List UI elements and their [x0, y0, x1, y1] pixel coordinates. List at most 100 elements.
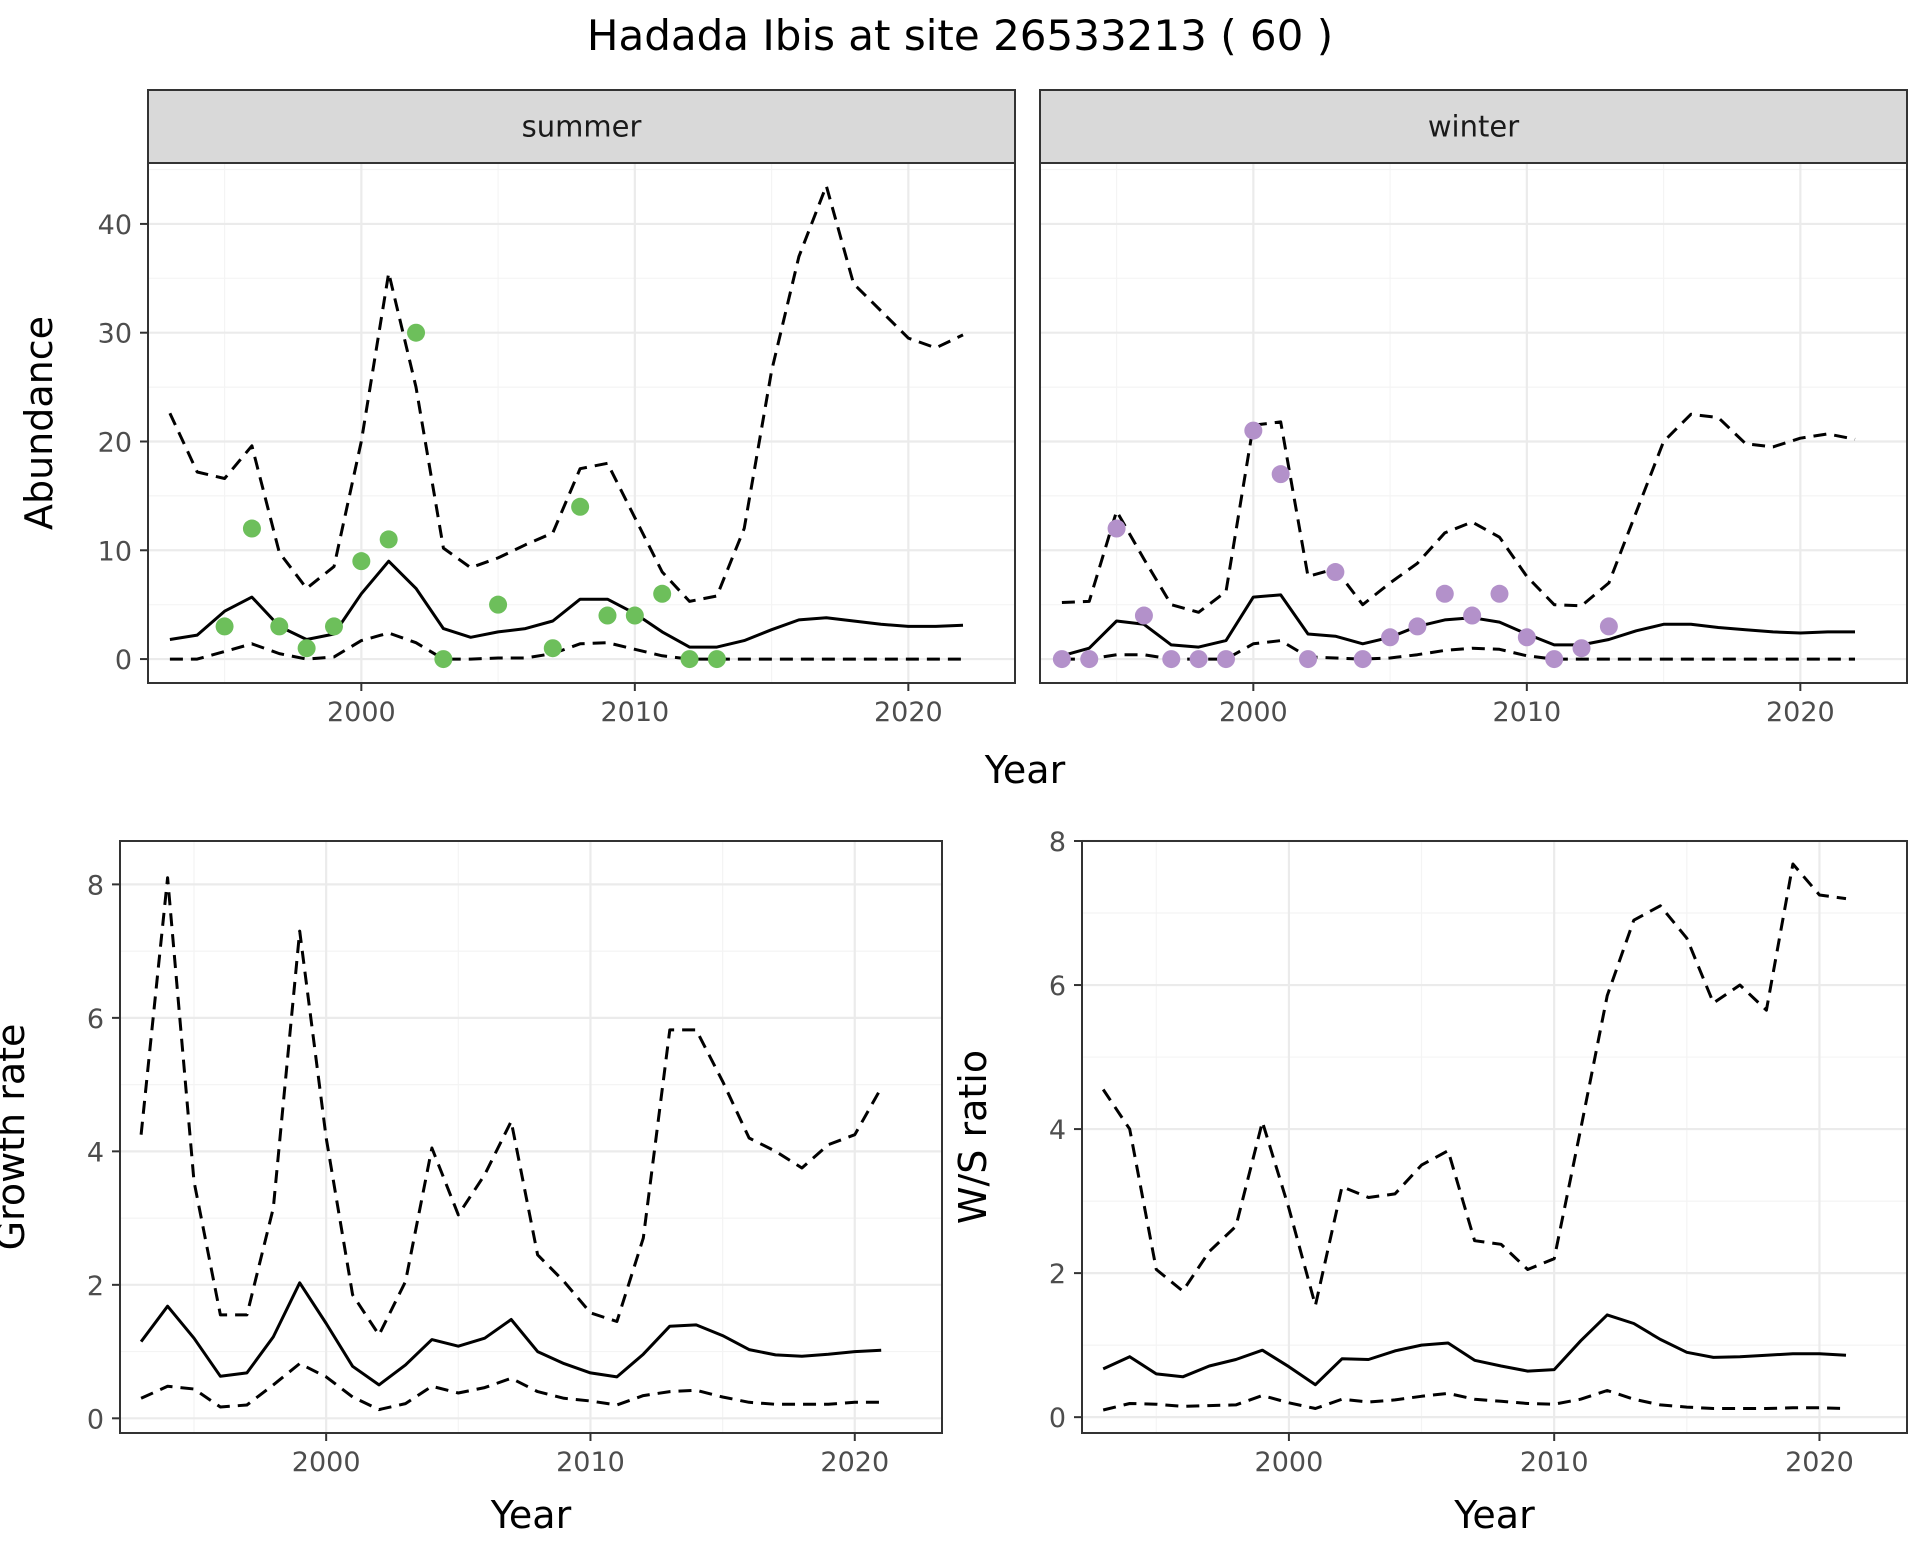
x-tick-label: 2000	[1255, 1447, 1324, 1478]
winter-data-point	[1463, 606, 1482, 625]
x-tick-label: 2010	[1520, 1447, 1589, 1478]
x-tick-label: 2000	[1219, 697, 1288, 728]
panel-winter: winter 2000 2010 2020	[1039, 89, 1908, 728]
summer-data-point	[707, 650, 726, 669]
summer-data-point	[270, 617, 289, 636]
growth-lower-bound-line	[140, 1362, 882, 1412]
y-tick-label: 4	[87, 1137, 104, 1168]
grid-winter	[1040, 163, 1907, 683]
panel-ratio: 2000 2010 2020 0 2 4 6 8 Year W/S ratio	[951, 827, 1908, 1537]
summer-data-point	[297, 639, 316, 658]
y-tick-label: 10	[98, 536, 132, 567]
winter-data-point	[1162, 650, 1181, 669]
summer-data-point	[489, 595, 508, 614]
growth-estimate-line	[139, 1281, 882, 1387]
growth-x-axis-title: Year	[490, 1493, 572, 1537]
winter-data-point	[1271, 465, 1290, 484]
growth-upper-bound-line	[139, 876, 883, 1337]
winter-data-point	[1107, 519, 1126, 538]
summer-data-point	[242, 519, 261, 538]
x-tick-label: 2000	[327, 697, 396, 728]
winter-data-point	[1216, 650, 1235, 669]
winter-data-point	[1353, 650, 1372, 669]
summer-data-point	[434, 650, 453, 669]
summer-data-point	[379, 530, 398, 549]
y-tick-label: 8	[87, 870, 104, 901]
grid-summer	[148, 163, 1015, 683]
x-tick-label: 2020	[820, 1447, 889, 1478]
summer-data-point	[680, 650, 699, 669]
summer-y-axis-title: Abundance	[17, 316, 61, 530]
winter-data-point	[1572, 639, 1591, 658]
summer-data-point	[598, 606, 617, 625]
winter-data-point	[1599, 617, 1618, 636]
summer-estimate-line	[169, 559, 964, 649]
ratio-estimate-line	[1102, 1313, 1847, 1387]
ratio-lower-bound-line	[1102, 1389, 1847, 1412]
summer-data-point	[625, 606, 644, 625]
y-tick-label: 20	[98, 427, 132, 458]
winter-strip	[1039, 89, 1908, 164]
ratio-x-axis-title: Year	[1453, 1493, 1535, 1537]
ratio-upper-bound-line	[1101, 862, 1847, 1307]
y-tick-label: 6	[87, 1004, 104, 1035]
y-tick-label: 0	[1049, 1403, 1066, 1434]
summer-data-point	[653, 584, 672, 603]
x-tick-label: 2010	[1492, 697, 1561, 728]
winter-data-point	[1244, 421, 1263, 440]
y-tick-label: 2	[1049, 1259, 1066, 1290]
winter-data-point	[1052, 650, 1071, 669]
winter-data-point	[1435, 584, 1454, 603]
x-tick-label: 2010	[556, 1447, 625, 1478]
winter-data-point	[1326, 563, 1345, 582]
x-tick-label: 2010	[600, 697, 669, 728]
y-tick-label: 0	[115, 645, 132, 676]
summer-data-point	[571, 497, 590, 516]
winter-strip-label: winter	[1428, 110, 1519, 144]
winter-data-point	[1381, 628, 1400, 647]
winter-data-point	[1080, 650, 1099, 669]
summer-data-point	[407, 323, 426, 342]
growth-y-axis-title: Growth rate	[0, 1024, 33, 1251]
winter-lower-bound-line	[1061, 639, 1855, 661]
winter-data-point	[1545, 650, 1564, 669]
y-tick-label: 40	[98, 210, 132, 241]
panel-summer: summer 2000 2010 2020 0 10 20 30 40 Abundance	[17, 89, 1016, 728]
summer-upper-bound-line	[168, 184, 964, 603]
y-tick-label: 0	[87, 1404, 104, 1435]
summer-data-point	[352, 552, 371, 571]
panel-growth: 2000 2010 2020 0 2 4 6 8 Year Growth rate	[0, 840, 943, 1537]
winter-data-point	[1408, 617, 1427, 636]
winter-data-point	[1134, 606, 1153, 625]
growth-panel-border	[119, 840, 943, 1434]
y-tick-label: 2	[87, 1271, 104, 1302]
winter-upper-bound-line	[1061, 412, 1856, 614]
x-tick-label: 2020	[874, 697, 943, 728]
grid-ratio	[1082, 839, 1907, 1433]
summer-strip-label: summer	[522, 110, 642, 144]
summer-lower-bound-line	[169, 631, 963, 661]
winter-data-point	[1299, 650, 1318, 669]
figure-title: Hadada Ibis at site 26533213 ( 60 )	[587, 11, 1333, 60]
winter-estimate-line	[1061, 593, 1855, 658]
y-tick-label: 8	[1049, 827, 1066, 858]
y-tick-label: 6	[1049, 971, 1066, 1002]
winter-data-point	[1517, 628, 1536, 647]
top-row-x-axis-title: Year	[984, 748, 1066, 792]
grid-growth	[120, 841, 942, 1433]
y-tick-label: 30	[98, 319, 132, 350]
x-tick-label: 2020	[1766, 697, 1835, 728]
winter-data-point	[1189, 650, 1208, 669]
ratio-panel-border	[1081, 840, 1908, 1434]
summer-data-point	[543, 639, 562, 658]
summer-strip	[147, 89, 1016, 164]
y-tick-label: 4	[1049, 1115, 1066, 1146]
summer-data-point	[324, 617, 343, 636]
ratio-y-axis-title: W/S ratio	[951, 1050, 995, 1224]
x-tick-label: 2000	[292, 1447, 361, 1478]
x-tick-label: 2020	[1785, 1447, 1854, 1478]
summer-data-point	[215, 617, 234, 636]
winter-data-point	[1490, 584, 1509, 603]
